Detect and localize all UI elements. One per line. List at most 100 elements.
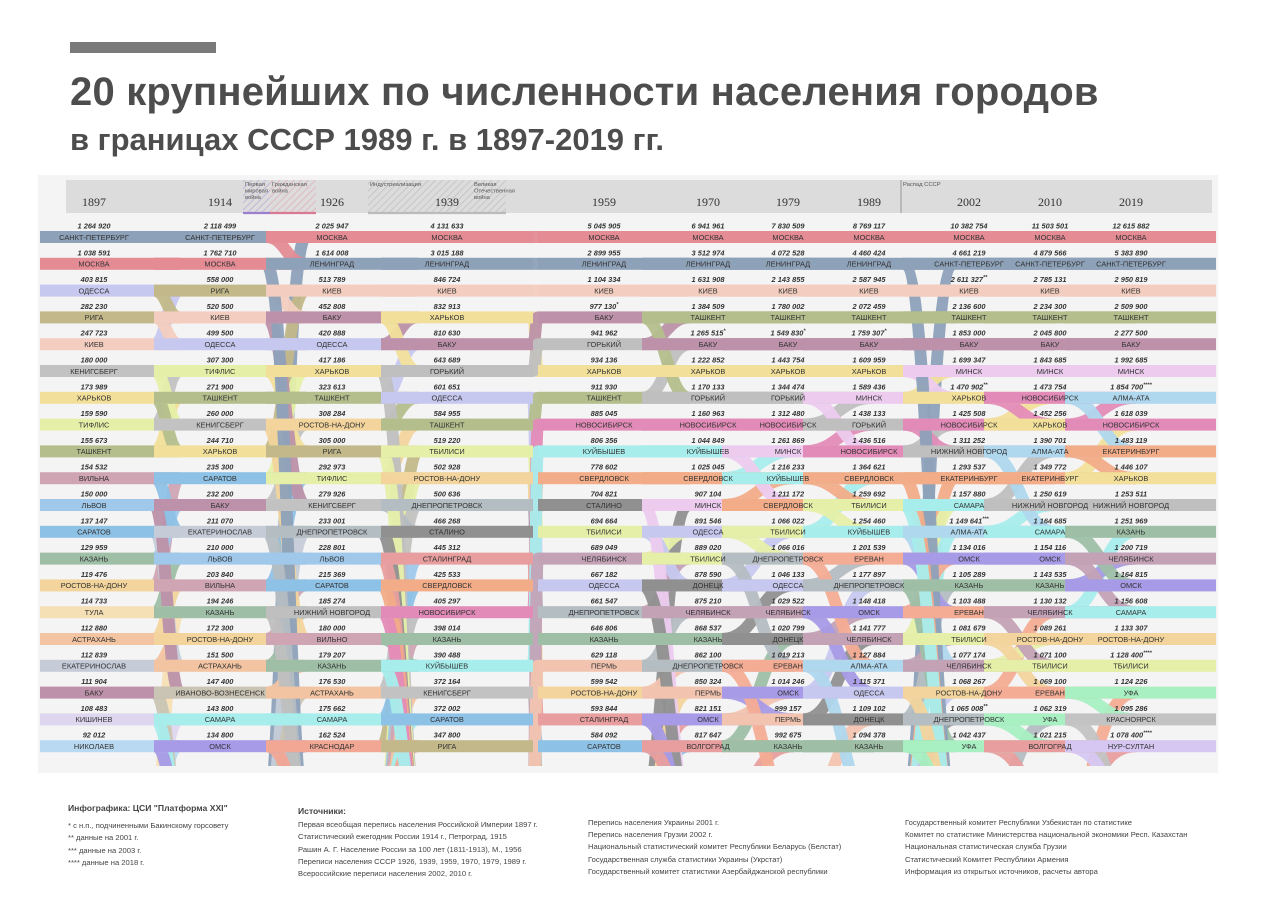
city-name: САРАТОВ bbox=[203, 474, 237, 483]
city-name: МОСКВА bbox=[431, 233, 462, 242]
source-item: Всероссийские переписи населения 2002, 2… bbox=[298, 869, 473, 879]
city-name: СВЕРДЛОВСК bbox=[422, 581, 472, 590]
city-name: НОВОСИБИРСК bbox=[1022, 394, 1080, 403]
city-value: 1 222 852 bbox=[692, 356, 726, 365]
note-2: ** данные на 2001 г. bbox=[68, 833, 139, 843]
city-value: 2 234 300 bbox=[1033, 302, 1068, 311]
city-value: 1 470 902** bbox=[950, 382, 988, 391]
city-bar bbox=[381, 552, 533, 565]
city-name: СВЕРДЛОВСК bbox=[683, 474, 733, 483]
source-item: Государственный комитет статистики Азерб… bbox=[588, 866, 828, 876]
city-name: БАКУ bbox=[860, 340, 879, 349]
city-name: ЕРЕВАН bbox=[1035, 688, 1065, 697]
city-name: МОСКВА bbox=[772, 233, 803, 242]
city-value: 1 160 963 bbox=[692, 409, 726, 418]
city-value: 1 104 334 bbox=[588, 275, 621, 284]
city-name: РОСТОВ-НА-ДОНУ bbox=[187, 635, 254, 644]
city-bar bbox=[266, 552, 418, 565]
note-1: * с н.п., подчиненными Бакинскому горсов… bbox=[68, 821, 229, 831]
source-item: Статистический Комитет Республики Армени… bbox=[905, 854, 1069, 864]
city-name: ПЕРМЬ bbox=[695, 688, 721, 697]
city-value: 4 131 633 bbox=[430, 222, 465, 231]
city-bar bbox=[266, 579, 418, 592]
city-name: ДНЕПРОПЕТРОВСК bbox=[569, 608, 640, 617]
city-bar bbox=[1065, 231, 1216, 243]
city-value: 119 476 bbox=[81, 570, 108, 579]
city-value: 1 019 213 bbox=[772, 650, 806, 659]
year-label: 2019 bbox=[1119, 195, 1143, 209]
city-value: 1 143 535 bbox=[1034, 570, 1068, 579]
city-value: 417 186 bbox=[318, 356, 347, 365]
city-value: 151 500 bbox=[207, 650, 235, 659]
city-value: 832 913 bbox=[434, 302, 462, 311]
city-value: 1 390 701 bbox=[1034, 436, 1067, 445]
city-bar bbox=[266, 338, 418, 351]
city-bar bbox=[1065, 445, 1216, 458]
city-bar bbox=[266, 740, 418, 753]
city-value: 155 673 bbox=[81, 436, 109, 445]
city-value: 1 134 016 bbox=[953, 543, 987, 552]
city-name: КИЕВ bbox=[698, 286, 718, 295]
city-bar bbox=[40, 257, 180, 270]
city-name: КИЕВ bbox=[778, 286, 798, 295]
city-value: 279 926 bbox=[318, 490, 347, 499]
city-value: 2 587 945 bbox=[852, 275, 887, 284]
city-name: САРАТОВ bbox=[315, 581, 349, 590]
city-bar bbox=[266, 284, 418, 297]
city-name: ОДЕССА bbox=[693, 528, 724, 537]
period-band bbox=[368, 180, 472, 213]
city-value: 821 151 bbox=[695, 704, 722, 713]
city-bar bbox=[40, 231, 180, 243]
city-name: РОСТОВ-НА-ДОНУ bbox=[571, 688, 638, 697]
city-name: КАЗАНЬ bbox=[80, 554, 109, 563]
city-bar bbox=[381, 606, 533, 619]
city-value: 1 148 418 bbox=[853, 597, 887, 606]
city-value: 667 182 bbox=[591, 570, 619, 579]
city-value: 425 533 bbox=[433, 570, 462, 579]
city-name: ХАРЬКОВ bbox=[1033, 420, 1068, 429]
city-value: 1 128 400**** bbox=[1110, 650, 1152, 659]
source-item: Государственная служба статистики Украин… bbox=[588, 854, 783, 864]
city-bar bbox=[40, 740, 180, 753]
city-bar bbox=[381, 418, 533, 431]
city-value: 1 071 100 bbox=[1034, 650, 1068, 659]
city-bar bbox=[266, 499, 418, 511]
period-band bbox=[270, 180, 316, 213]
city-value: 2 045 800 bbox=[1033, 329, 1068, 338]
city-value: 1 044 849 bbox=[692, 436, 726, 445]
city-value: 5 383 890 bbox=[1115, 248, 1149, 257]
city-value: 203 840 bbox=[206, 570, 235, 579]
city-value: 1 618 039 bbox=[1115, 409, 1149, 418]
city-bar bbox=[40, 525, 180, 538]
city-bar bbox=[266, 391, 418, 404]
city-value: 1 216 233 bbox=[772, 463, 806, 472]
city-name: КУЙБЫШЕВ bbox=[583, 447, 625, 456]
city-value: 1 149 641*** bbox=[949, 516, 989, 525]
source-item: Перепись населения Грузии 2002 г. bbox=[588, 830, 713, 840]
city-name: ГОРЬКИЙ bbox=[430, 367, 464, 376]
city-value: 2 143 855 bbox=[771, 275, 806, 284]
city-value: 4 879 566 bbox=[1033, 248, 1068, 257]
city-value: 3 015 188 bbox=[431, 248, 465, 257]
city-bar bbox=[1065, 391, 1216, 404]
city-bar bbox=[266, 686, 418, 699]
city-name: ОДЕССА bbox=[773, 581, 804, 590]
city-name: САРАТОВ bbox=[77, 528, 111, 537]
city-name: КАЗАНЬ bbox=[206, 608, 235, 617]
city-value: 1 124 226 bbox=[1115, 677, 1149, 686]
city-value: 1 021 215 bbox=[1034, 731, 1068, 740]
city-value: 661 547 bbox=[591, 597, 619, 606]
city-bar bbox=[1065, 525, 1216, 538]
city-bar bbox=[40, 284, 180, 297]
city-name: ЧЕЛЯБИНСК bbox=[765, 608, 811, 617]
sources-col-3: Государственный комитет Республики Узбек… bbox=[905, 817, 1187, 878]
city-name: ТБИЛИСИ bbox=[429, 447, 465, 456]
city-name: АЛМА-АТА bbox=[1031, 447, 1068, 456]
city-value: 878 590 bbox=[695, 570, 723, 579]
city-name: СТАЛИНО bbox=[586, 501, 622, 510]
city-value: 1 759 307* bbox=[851, 329, 887, 338]
city-bar bbox=[40, 686, 180, 699]
city-name: ЧЕЛЯБИНСК bbox=[846, 635, 892, 644]
city-name: УФА bbox=[1124, 688, 1139, 697]
city-value: 907 104 bbox=[695, 490, 722, 499]
